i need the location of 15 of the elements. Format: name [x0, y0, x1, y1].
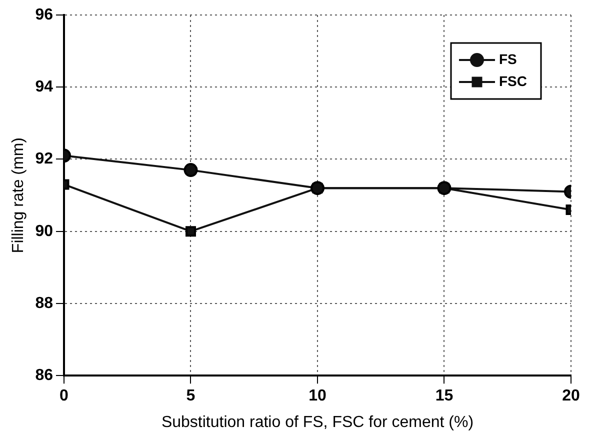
x-tick-label: 0	[60, 388, 69, 405]
y-axis-title: Filling rate (mm)	[10, 138, 28, 254]
y-tick-label: 86	[35, 367, 54, 384]
y-tick-label: 92	[35, 150, 54, 168]
y-tick-label: 88	[35, 294, 54, 312]
y-tick-label: 90	[35, 222, 54, 240]
y-tick-label: 96	[35, 6, 54, 24]
x-tick-label: 5	[186, 388, 196, 405]
legend-label: FSC	[499, 72, 527, 89]
x-tick-label: 15	[435, 388, 454, 405]
y-tick-label: 94	[35, 78, 54, 96]
x-axis-title: Substitution ratio of FS, FSC for cement (%)	[161, 414, 474, 431]
legend-label: FS	[499, 50, 517, 67]
x-tick-label: 20	[562, 388, 580, 405]
x-tick-label: 10	[308, 388, 326, 405]
